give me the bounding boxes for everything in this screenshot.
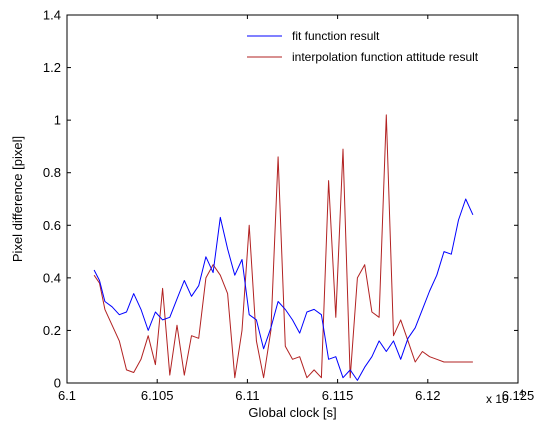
x-axis-ticks: 6.1 6.105 6.11 6.115 6.12 6.125 xyxy=(58,15,534,403)
x-tick-label: 6.1 xyxy=(58,388,76,403)
y-axis-ticks: 0 0.2 0.4 0.6 0.8 1 1.2 1.4 xyxy=(43,8,518,391)
series-line-fit-function xyxy=(93,198,474,381)
y-tick-label: 1 xyxy=(54,113,61,128)
x-exponent-base: x 10 xyxy=(486,392,509,406)
legend-label-fit-function: fit function result xyxy=(292,29,380,43)
y-tick-label: 0.8 xyxy=(43,165,61,180)
x-exponent-power: 4 xyxy=(519,388,524,398)
y-tick-label: 0.6 xyxy=(43,218,61,233)
y-tick-label: 1.4 xyxy=(43,8,61,23)
x-axis-label: Global clock [s] xyxy=(248,405,336,420)
x-tick-label: 6.105 xyxy=(141,388,174,403)
x-tick-label: 6.125 xyxy=(502,388,535,403)
y-tick-label: 0.4 xyxy=(43,270,61,285)
x-tick-label: 6.11 xyxy=(235,388,259,403)
legend-label-interpolation-function: interpolation function attitude result xyxy=(292,50,479,64)
x-tick-label: 6.115 xyxy=(322,388,354,403)
series-line-interpolation-function xyxy=(93,114,473,379)
x-axis-exponent: x 10 4 xyxy=(486,388,524,406)
y-tick-label: 1.2 xyxy=(43,60,61,75)
plot-area-frame xyxy=(66,14,519,384)
series-layer xyxy=(93,114,474,381)
x-tick-label: 6.12 xyxy=(415,388,440,403)
legend: fit function result interpolation functi… xyxy=(247,29,479,64)
y-tick-label: 0 xyxy=(54,376,61,391)
y-tick-label: 0.2 xyxy=(43,323,61,338)
y-axis-label: Pixel difference [pixel] xyxy=(10,136,25,262)
